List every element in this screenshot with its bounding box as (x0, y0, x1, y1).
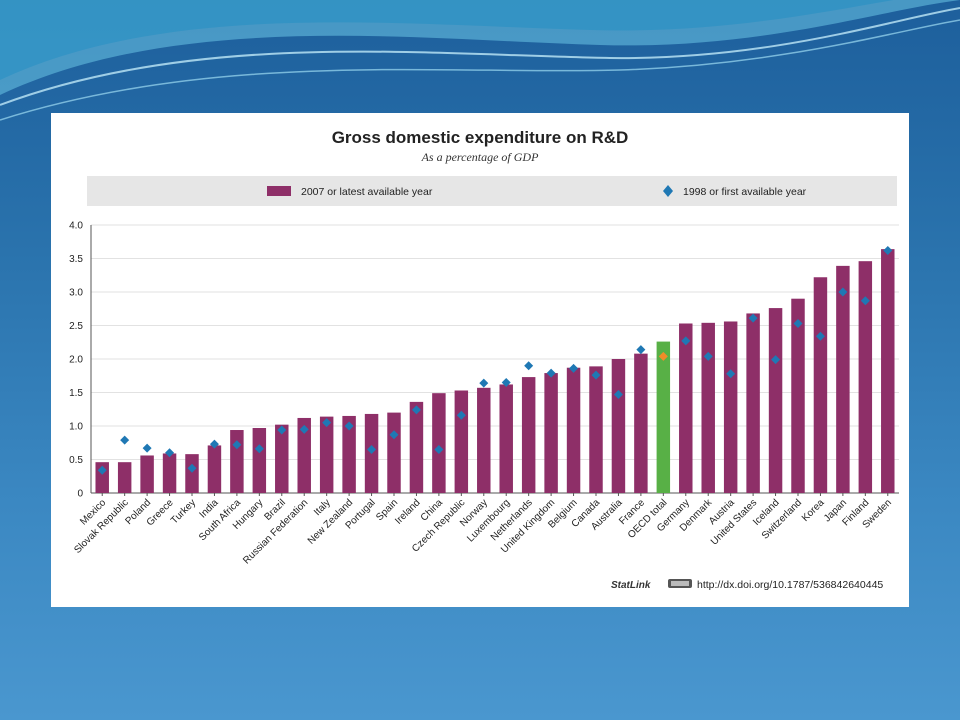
point-czech-republic (456, 410, 466, 420)
legend-label-1998: 1998 or first available year (683, 186, 807, 198)
legend-box (87, 176, 897, 206)
point-germany (681, 336, 691, 346)
point-spain (389, 430, 399, 440)
point-poland (142, 443, 152, 453)
bar-netherlands (521, 377, 536, 493)
bar-belgium (566, 367, 581, 493)
chart-panel: Gross domestic expenditure on R&D As a p… (51, 113, 909, 607)
bar-china (432, 393, 446, 493)
chart-subtitle: As a percentage of GDP (421, 150, 540, 164)
bar-oecd-total (656, 341, 671, 493)
bar-ireland (409, 401, 424, 493)
bar-united-kingdom (544, 373, 558, 493)
statlink-brand: StatLink (611, 580, 651, 591)
point-japan (838, 287, 848, 297)
y-tick-label: 3.0 (69, 288, 83, 299)
bar-poland (140, 455, 154, 493)
point-austria (726, 369, 736, 379)
bar-south-africa (230, 430, 244, 493)
point-turkey (187, 463, 197, 473)
y-tick-label: 0 (77, 489, 83, 500)
x-tick-label: Turkey (169, 497, 198, 526)
point-south-africa (232, 440, 242, 450)
y-tick-label: 1.0 (69, 422, 83, 433)
bar-japan (836, 265, 850, 493)
bar-united-states (746, 313, 760, 493)
bar-iceland (768, 308, 783, 493)
y-tick-label: 3.5 (69, 254, 83, 265)
y-tick-label: 1.5 (69, 388, 83, 399)
bar-greece (162, 453, 177, 493)
statlink-url: http://dx.doi.org/10.1787/536842640445 (697, 579, 883, 591)
bar-luxembourg (499, 384, 513, 493)
point-denmark (703, 351, 713, 361)
x-tick-label: Ireland (393, 497, 422, 526)
bar-canada (589, 366, 603, 493)
point-russian-federation (299, 424, 309, 434)
chart-title: Gross domestic expenditure on R&D (332, 128, 629, 147)
point-slovak-republic (120, 435, 130, 445)
y-tick-label: 2.5 (69, 321, 83, 332)
statlink-logo-icon (668, 579, 692, 588)
legend-label-2007: 2007 or latest available year (301, 186, 433, 198)
bar-brazil (275, 424, 289, 493)
point-norway (479, 378, 489, 388)
point-china (434, 444, 444, 454)
point-india (209, 439, 219, 449)
point-portugal (367, 444, 377, 454)
bar-turkey (185, 454, 199, 493)
point-switzerland (793, 318, 803, 328)
bar-austria (723, 321, 738, 493)
point-ireland (411, 405, 421, 415)
point-korea (815, 331, 825, 341)
point-greece (165, 448, 175, 458)
bar-slovak-republic (117, 462, 132, 493)
bar-sweden (881, 249, 895, 493)
point-mexico (97, 465, 107, 475)
point-iceland (771, 355, 781, 365)
point-australia (613, 390, 623, 400)
bar-switzerland (791, 298, 805, 493)
point-luxembourg (501, 377, 511, 387)
point-finland (860, 296, 870, 306)
point-oecd-total (658, 351, 668, 361)
chart: Gross domestic expenditure on R&D As a p… (69, 128, 899, 591)
legend-bar-swatch (267, 186, 291, 196)
bar-russian-federation (297, 417, 311, 493)
bar-denmark (701, 322, 715, 493)
bar-australia (611, 359, 626, 493)
y-tick-label: 0.5 (69, 455, 83, 466)
point-italy (322, 418, 332, 428)
y-tick-label: 4.0 (69, 221, 83, 232)
point-united-states (748, 313, 758, 323)
bar-czech-republic (454, 390, 469, 493)
bar-france (634, 353, 648, 493)
bar-hungary (252, 428, 267, 493)
point-sweden (883, 245, 893, 255)
bar-italy (319, 416, 334, 493)
bar-new-zealand (342, 415, 356, 493)
background-waves (0, 0, 960, 121)
point-united-kingdom (546, 368, 556, 378)
point-canada (591, 370, 601, 380)
legend-diamond-icon (663, 185, 673, 197)
bar-norway (477, 387, 491, 493)
point-netherlands (524, 361, 534, 371)
point-brazil (277, 425, 287, 435)
bar-spain (387, 412, 401, 493)
y-tick-label: 2.0 (69, 355, 83, 366)
bar-korea (813, 277, 828, 493)
bar-finland (858, 261, 873, 493)
x-tick-label: Korea (800, 497, 827, 524)
point-france (636, 345, 646, 355)
point-new-zealand (344, 421, 354, 431)
bar-india (207, 445, 222, 493)
bar-germany (679, 323, 693, 493)
point-belgium (569, 363, 579, 373)
